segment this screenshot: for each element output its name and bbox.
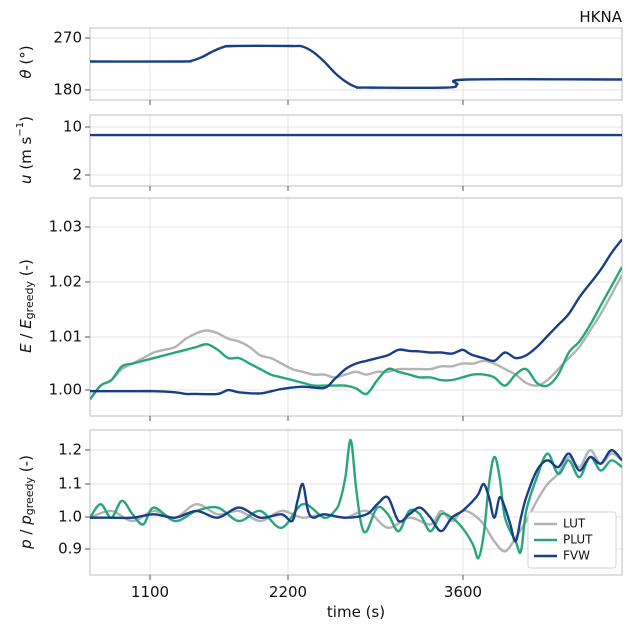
y-tick-label: 1.03	[49, 218, 82, 236]
series-line-fvw	[90, 449, 622, 543]
x-tick-label: 1100	[131, 583, 169, 601]
y-tick-label: 1.1	[58, 475, 82, 493]
y-axis-label: E / Egreedy (-)	[17, 259, 37, 353]
legend: LUT PLUT FVW	[527, 511, 617, 569]
series-line-fvw	[90, 238, 622, 396]
series-line-plut	[90, 266, 622, 401]
y-tick-label: 2	[72, 166, 82, 184]
y-axis-label: θ (°)	[17, 45, 35, 78]
legend-label-plut: PLUT	[563, 533, 593, 547]
y-tick-label: 180	[53, 81, 82, 99]
figure-title: HKNA	[579, 8, 622, 26]
legend-label-lut: LUT	[563, 517, 586, 531]
y-tick-label: 1.02	[49, 273, 82, 291]
panel-frame	[89, 197, 623, 417]
panel-frame	[89, 429, 623, 576]
panel-4: 0.9 1.0 1.1 1.2 1100 2200 3600 p / pgreedy (-)	[17, 429, 623, 601]
y-axis-label: p / pgreedy (-)	[17, 455, 37, 550]
y-tick-label: 270	[53, 29, 82, 47]
legend-box	[527, 511, 617, 569]
panel-2: 2 10 u (m s−1)	[15, 114, 623, 191]
x-tick-label: 2200	[269, 583, 307, 601]
y-tick-label: 0.9	[58, 540, 82, 558]
y-tick-label: 1.00	[49, 381, 82, 399]
y-tick-label: 10	[63, 118, 82, 136]
panel-1: 180 270 θ (°)	[17, 27, 623, 105]
legend-label-fvw: FVW	[563, 549, 590, 563]
y-tick-label: 1.01	[49, 328, 82, 346]
series-line-lut	[90, 449, 622, 553]
panel-frame	[89, 114, 623, 187]
series-line-lut	[90, 274, 622, 401]
panel-frame	[89, 27, 623, 101]
x-tick-label: 3600	[444, 583, 482, 601]
panels: 180 270 θ (°) 2 10 u (m s−1) 1.00 1.01 1.02 1.03 E…	[15, 27, 623, 601]
y-axis-label: u (m s−1)	[15, 116, 35, 184]
y-tick-label: 1.0	[58, 508, 82, 526]
panel-3: 1.00 1.01 1.02 1.03 E / Egreedy (-)	[17, 197, 623, 421]
y-tick-label: 1.2	[58, 441, 82, 459]
x-axis-label: time (s)	[327, 603, 385, 621]
series-line-fvw	[90, 44, 622, 90]
